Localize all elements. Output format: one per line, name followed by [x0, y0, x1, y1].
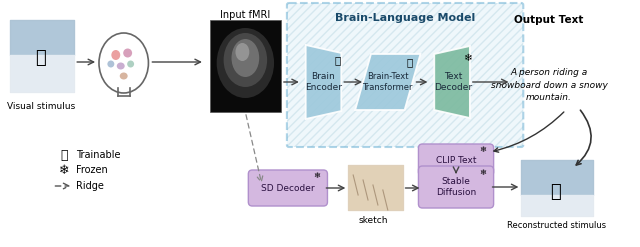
Text: Stable
Diffusion: Stable Diffusion: [436, 177, 476, 197]
Text: Text
Decoder: Text Decoder: [434, 72, 472, 92]
FancyBboxPatch shape: [10, 20, 74, 92]
FancyBboxPatch shape: [287, 3, 524, 147]
Ellipse shape: [223, 33, 267, 87]
Text: ⛷️: ⛷️: [36, 49, 47, 67]
Ellipse shape: [236, 43, 250, 61]
Ellipse shape: [127, 61, 134, 67]
Text: CLIP Text: CLIP Text: [436, 156, 476, 165]
Text: Ridge: Ridge: [76, 181, 104, 191]
Text: Output Text: Output Text: [515, 15, 584, 25]
Ellipse shape: [120, 73, 127, 80]
Ellipse shape: [232, 39, 259, 77]
Text: Visual stimulus: Visual stimulus: [8, 102, 76, 110]
Polygon shape: [435, 46, 470, 118]
Text: Frozen: Frozen: [76, 165, 108, 175]
Text: 🔥: 🔥: [334, 55, 340, 65]
Text: ⛷️: ⛷️: [550, 183, 561, 201]
Polygon shape: [306, 45, 341, 119]
Ellipse shape: [116, 62, 125, 69]
Polygon shape: [355, 54, 420, 110]
FancyArrowPatch shape: [494, 112, 564, 152]
Ellipse shape: [217, 28, 274, 98]
Text: Reconstructed stimulus: Reconstructed stimulus: [508, 221, 607, 229]
Text: 🔥: 🔥: [61, 148, 68, 162]
Text: ❄️: ❄️: [59, 164, 70, 177]
FancyBboxPatch shape: [419, 166, 493, 208]
Text: ❄️: ❄️: [463, 53, 472, 63]
Ellipse shape: [111, 50, 120, 60]
Text: A person riding a
snowboard down a snowy
mountain.: A person riding a snowboard down a snowy…: [491, 68, 607, 102]
Text: Trainable: Trainable: [76, 150, 121, 160]
Text: Input fMRI: Input fMRI: [220, 10, 271, 20]
Text: Brain-Text
Transformer: Brain-Text Transformer: [362, 72, 413, 92]
Text: SD Decoder: SD Decoder: [261, 184, 315, 192]
FancyBboxPatch shape: [419, 144, 493, 176]
Text: 🔥: 🔥: [406, 57, 413, 67]
FancyBboxPatch shape: [522, 160, 593, 216]
Ellipse shape: [124, 48, 132, 58]
FancyBboxPatch shape: [210, 20, 281, 112]
Text: ❄️: ❄️: [480, 144, 487, 153]
Text: ❄️: ❄️: [480, 167, 487, 177]
FancyBboxPatch shape: [248, 170, 328, 206]
Text: Brain-Language Model: Brain-Language Model: [335, 13, 476, 23]
Ellipse shape: [108, 61, 115, 67]
FancyArrowPatch shape: [576, 110, 591, 165]
Text: sketch: sketch: [358, 215, 388, 225]
FancyBboxPatch shape: [348, 165, 403, 210]
Text: Brain
Encoder: Brain Encoder: [305, 72, 342, 92]
Text: ❄️: ❄️: [314, 170, 321, 180]
